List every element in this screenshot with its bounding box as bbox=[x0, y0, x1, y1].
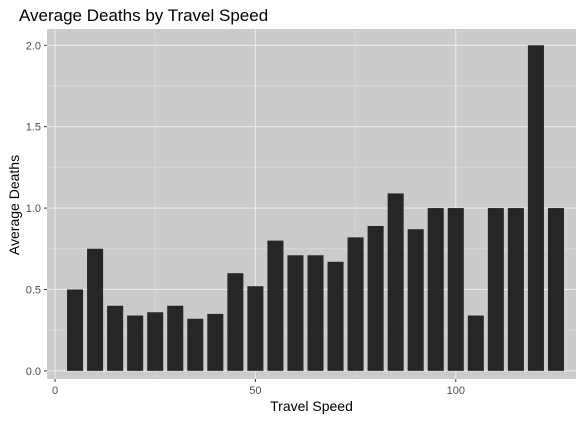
bar bbox=[107, 305, 124, 371]
y-tick-label: 0.5 bbox=[26, 284, 41, 296]
x-axis: 0 50 100 bbox=[52, 379, 465, 397]
x-tick-label: 0 bbox=[52, 385, 58, 397]
chart-title: Average Deaths by Travel Speed bbox=[19, 6, 268, 25]
bar bbox=[547, 208, 564, 371]
bar bbox=[267, 240, 284, 371]
bar bbox=[187, 318, 204, 371]
bar bbox=[527, 45, 544, 371]
bar bbox=[67, 289, 84, 371]
bar bbox=[507, 208, 524, 371]
bar bbox=[127, 315, 144, 371]
x-tick-label: 100 bbox=[447, 385, 465, 397]
bar bbox=[487, 208, 504, 371]
y-tick-label: 2.0 bbox=[26, 40, 41, 52]
bar bbox=[447, 208, 464, 371]
bars bbox=[67, 45, 564, 371]
bar bbox=[327, 261, 344, 371]
bar bbox=[147, 312, 164, 371]
y-axis: 0.0 0.5 1.0 1.5 2.0 bbox=[26, 40, 47, 378]
bar bbox=[247, 286, 264, 371]
bar bbox=[407, 229, 424, 371]
bar bbox=[467, 315, 484, 371]
bar bbox=[167, 305, 184, 371]
bar bbox=[287, 255, 304, 371]
y-tick-label: 1.5 bbox=[26, 122, 41, 134]
y-axis-title: Average Deaths bbox=[6, 155, 22, 255]
y-tick-label: 0.0 bbox=[26, 366, 41, 378]
x-tick-label: 50 bbox=[249, 385, 261, 397]
x-axis-title: Travel Speed bbox=[270, 398, 353, 414]
bar bbox=[347, 237, 364, 371]
bar bbox=[207, 313, 224, 371]
bar bbox=[367, 225, 384, 371]
bar bbox=[427, 208, 444, 371]
bar bbox=[87, 248, 104, 371]
bar bbox=[307, 255, 324, 371]
bar bbox=[227, 273, 244, 371]
y-tick-label: 1.0 bbox=[26, 203, 41, 215]
bar bbox=[387, 193, 404, 371]
